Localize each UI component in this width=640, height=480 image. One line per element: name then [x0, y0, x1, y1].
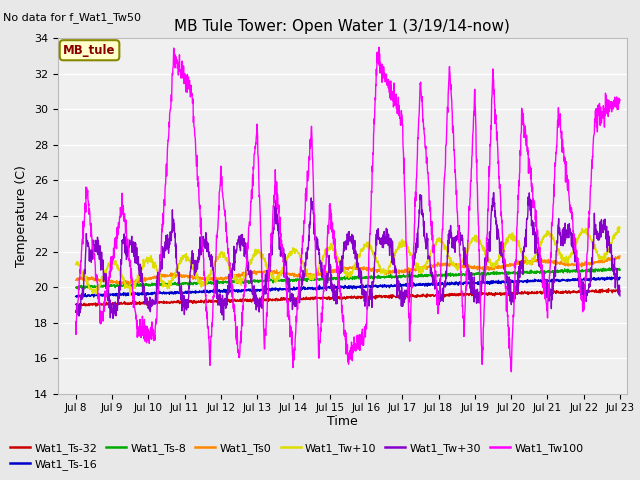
Legend: Wat1_Ts-32, Wat1_Ts-16, Wat1_Ts-8, Wat1_Ts0, Wat1_Tw+10, Wat1_Tw+30, Wat1_Tw100: Wat1_Ts-32, Wat1_Ts-16, Wat1_Ts-8, Wat1_… [6, 438, 588, 474]
Text: MB_tule: MB_tule [63, 44, 116, 57]
X-axis label: Time: Time [327, 415, 358, 428]
Text: No data for f_Wat1_Tw50: No data for f_Wat1_Tw50 [3, 12, 141, 23]
Title: MB Tule Tower: Open Water 1 (3/19/14-now): MB Tule Tower: Open Water 1 (3/19/14-now… [175, 20, 510, 35]
Y-axis label: Temperature (C): Temperature (C) [15, 165, 28, 267]
